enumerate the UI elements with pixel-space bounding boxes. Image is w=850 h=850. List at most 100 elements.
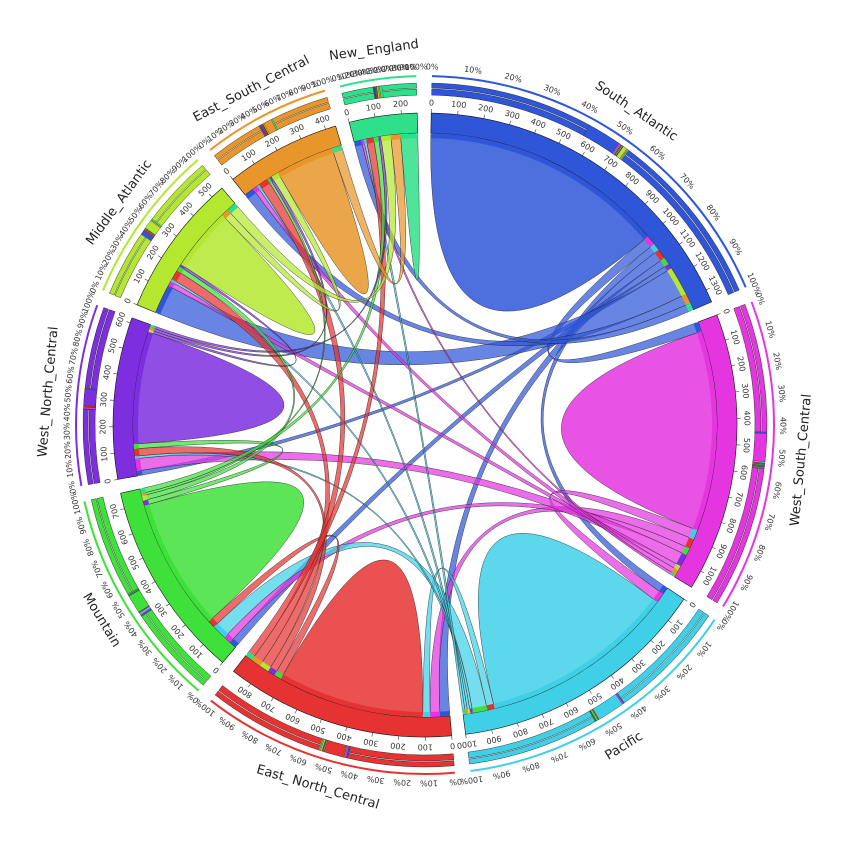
stack-seg-Pacific-New_England (589, 710, 596, 722)
stack-seg-West_South_Central-New_England (752, 467, 765, 470)
tick-label: 500 (126, 554, 141, 572)
pct-label: 100% (459, 774, 483, 786)
tick-label: 0 (222, 166, 232, 176)
tick-label: 300 (99, 392, 109, 408)
tick-label: 0 (343, 108, 350, 118)
tick-mark (219, 662, 223, 666)
pct-label: 40% (339, 769, 359, 782)
tick-label: 800 (512, 726, 529, 739)
segment-East_North_Central-Mountain (274, 670, 284, 679)
tick-mark (144, 278, 149, 282)
tick-label: 300 (288, 122, 306, 136)
segment-New_England-Mountain (373, 136, 380, 143)
stack-seg-New_England-New_England (379, 85, 384, 99)
segment-West_South_Central-East_North_Central (685, 537, 694, 549)
tick-mark (113, 373, 118, 375)
tick-label: 0 (450, 741, 456, 750)
region-label-West_North_Central: West_ North_Central (35, 326, 61, 458)
tick-mark (345, 726, 348, 731)
tick-label: 1000 (456, 738, 477, 750)
outer-ring-2-South_Atlantic (431, 82, 740, 293)
tick-mark (491, 729, 493, 734)
pct-label: 70% (89, 559, 105, 579)
tick-label: 300 (363, 737, 380, 748)
segment-East_North_Central-New_England (245, 651, 255, 661)
segment-New_England-Middle_Atlantic (380, 135, 392, 142)
pct-label: 60% (288, 752, 308, 767)
stack-seg-West_North_Central-New_England (84, 387, 98, 390)
tick-mark (650, 640, 654, 644)
pct-label: 50% (63, 384, 74, 403)
pct-label: 30% (62, 422, 71, 440)
pct-label: 80% (521, 760, 541, 774)
tick-mark (251, 160, 255, 165)
pct-label: 70% (549, 749, 569, 764)
tick-mark (509, 120, 511, 125)
segment-Middle_Atlantic-South_Atlantic (155, 285, 173, 315)
region-label-West_South_Central: West_ South_Central (788, 393, 815, 527)
pct-label: 70% (763, 512, 777, 532)
pct-arc-West_North_Central (75, 304, 99, 487)
tick-mark (534, 129, 537, 134)
stack-seg-West_North_Central-West_North_Central (83, 388, 97, 406)
segment-Mountain-West_North_Central (143, 499, 150, 506)
tick-mark (728, 496, 733, 499)
stack-seg-East_North_Central-East_North_Central (323, 740, 347, 758)
stacked-bar-layer (75, 75, 775, 775)
tick-mark (604, 166, 608, 171)
pct-label: 80% (752, 543, 767, 563)
pct-label: 70% (68, 346, 80, 366)
segment-South_Atlantic-West_North_Central (664, 264, 672, 271)
tick-label: 700 (732, 491, 744, 508)
pct-label: 10% (420, 778, 438, 787)
segment-New_England-West_South_Central (361, 139, 365, 145)
segment-New_England-New_England (400, 133, 418, 140)
tick-mark (323, 125, 326, 130)
pct-label: 40% (62, 403, 72, 421)
tick-label: 200 (263, 134, 281, 149)
tick-label: 600 (114, 311, 128, 328)
outer-ring-1-West_South_Central (706, 306, 762, 601)
segment-South_Atlantic-New_England (685, 302, 694, 312)
pct-label: 50% (367, 65, 386, 76)
tick-label: 900 (485, 734, 502, 746)
tick-mark (173, 233, 177, 237)
stack-seg-Middle_Atlantic-New_England (151, 218, 162, 228)
pct-label: 50% (776, 449, 787, 468)
segment-Pacific-South_Atlantic (659, 585, 668, 595)
tick-mark (371, 732, 373, 737)
pct-label: 30% (366, 774, 385, 785)
tick-mark (230, 175, 234, 180)
segment-Pacific-West_South_Central (653, 591, 664, 603)
tick-mark (139, 557, 143, 561)
outer-ring-1-South_Atlantic (431, 88, 734, 296)
segment-New_England-East_North_Central (366, 137, 375, 144)
tick-mark (582, 152, 585, 156)
pct-label: 90% (492, 768, 512, 781)
pct-arc-New_England (339, 75, 417, 88)
tick-mark (668, 620, 672, 624)
tick-label: 400 (314, 113, 331, 126)
pct-label: 0% (754, 291, 767, 306)
segment-West_North_Central-Mountain (133, 443, 139, 449)
segment-West_North_Central-Pacific (134, 455, 140, 459)
segment-East_North_Central-East_North_Central (280, 674, 423, 717)
segment-East_South_Central-West_North_Central (269, 176, 275, 183)
segment-Pacific-Mountain (472, 705, 488, 714)
tick-mark (374, 113, 376, 118)
tick-label: 700 (108, 503, 121, 520)
tick-label: 200 (477, 103, 494, 115)
segment-New_England-West_North_Central (378, 136, 382, 142)
tick-mark (541, 714, 544, 718)
segment-East_South_Central-East_South_Central (277, 148, 334, 178)
pct-label: 20% (504, 71, 524, 84)
tick-mark (711, 546, 716, 550)
region-label-Mountain: Mountain (79, 590, 123, 650)
tick-label: 900 (714, 542, 728, 560)
ribbon-layer (134, 134, 716, 716)
segment-West_North_Central-West_North_Central (133, 331, 154, 444)
tick-mark (558, 139, 562, 144)
tick-label: 100 (728, 329, 741, 346)
tick-label: 0 (211, 665, 221, 675)
